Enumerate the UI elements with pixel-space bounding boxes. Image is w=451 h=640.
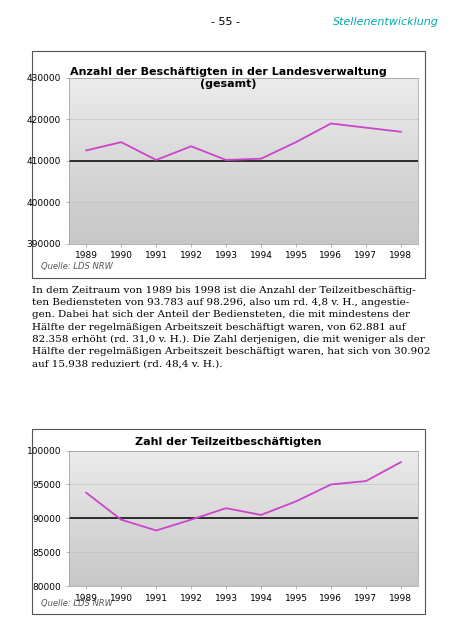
Bar [69, 186, 418, 190]
Bar [69, 518, 418, 522]
Bar [69, 508, 418, 511]
Bar [69, 144, 418, 148]
Bar [69, 492, 418, 495]
Bar [69, 563, 418, 566]
Bar [69, 539, 418, 542]
Bar [69, 582, 418, 586]
Bar [69, 99, 418, 103]
Text: Quelle: LDS NRW: Quelle: LDS NRW [41, 262, 112, 271]
Bar [69, 525, 418, 529]
Bar [69, 495, 418, 498]
Bar [69, 576, 418, 579]
Bar [69, 169, 418, 173]
Bar [69, 566, 418, 569]
Bar [69, 542, 418, 545]
Bar [69, 451, 418, 454]
Bar [69, 239, 418, 244]
Text: Quelle: LDS NRW: Quelle: LDS NRW [41, 599, 112, 608]
Bar [69, 223, 418, 227]
Bar [69, 132, 418, 136]
Bar [69, 173, 418, 177]
Bar [69, 198, 418, 202]
Bar [69, 90, 418, 95]
FancyBboxPatch shape [32, 51, 424, 278]
Bar [69, 471, 418, 474]
Bar [69, 511, 418, 515]
Bar [69, 484, 418, 488]
Bar [69, 177, 418, 182]
Bar [69, 501, 418, 505]
Bar [69, 95, 418, 99]
Bar [69, 78, 418, 82]
Bar [69, 545, 418, 548]
Bar [69, 136, 418, 140]
Bar [69, 535, 418, 539]
Bar [69, 194, 418, 198]
FancyBboxPatch shape [32, 429, 424, 614]
Text: Zahl der Teilzeitbeschäftigten: Zahl der Teilzeitbeschäftigten [135, 437, 321, 447]
Bar [69, 211, 418, 214]
Bar [69, 115, 418, 120]
Bar [69, 468, 418, 471]
Bar [69, 532, 418, 535]
Bar [69, 556, 418, 559]
Bar [69, 82, 418, 86]
Bar [69, 127, 418, 132]
Bar [69, 522, 418, 525]
Bar [69, 579, 418, 582]
Bar [69, 214, 418, 219]
Bar [69, 474, 418, 477]
Bar [69, 107, 418, 111]
Text: Stellenentwicklung: Stellenentwicklung [332, 17, 437, 28]
Bar [69, 515, 418, 518]
Bar [69, 103, 418, 107]
Bar [69, 124, 418, 127]
Bar [69, 86, 418, 90]
Bar [69, 111, 418, 115]
Bar [69, 182, 418, 186]
Bar [69, 559, 418, 563]
Bar [69, 206, 418, 211]
Bar [69, 152, 418, 157]
Text: In dem Zeitraum von 1989 bis 1998 ist die Anzahl der Teilzeitbeschäftig-
ten Bed: In dem Zeitraum von 1989 bis 1998 ist di… [32, 286, 429, 368]
Bar [69, 454, 418, 458]
Bar [69, 161, 418, 165]
Bar [69, 498, 418, 501]
Bar [69, 202, 418, 206]
Bar [69, 477, 418, 481]
Bar [69, 458, 418, 461]
Bar [69, 461, 418, 464]
Bar [69, 488, 418, 492]
Bar [69, 227, 418, 231]
Bar [69, 140, 418, 144]
Bar [69, 165, 418, 169]
Bar [69, 236, 418, 239]
Bar [69, 464, 418, 468]
Bar [69, 572, 418, 576]
Bar [69, 505, 418, 508]
Bar [69, 120, 418, 124]
Bar [69, 219, 418, 223]
Bar [69, 552, 418, 556]
Bar [69, 548, 418, 552]
Text: - 55 -: - 55 - [211, 17, 240, 28]
Text: Anzahl der Beschäftigten in der Landesverwaltung
(gesamt): Anzahl der Beschäftigten in der Landesve… [70, 67, 386, 89]
Bar [69, 157, 418, 161]
Bar [69, 190, 418, 194]
Bar [69, 231, 418, 236]
Bar [69, 569, 418, 572]
Bar [69, 148, 418, 152]
Bar [69, 481, 418, 484]
Bar [69, 529, 418, 532]
